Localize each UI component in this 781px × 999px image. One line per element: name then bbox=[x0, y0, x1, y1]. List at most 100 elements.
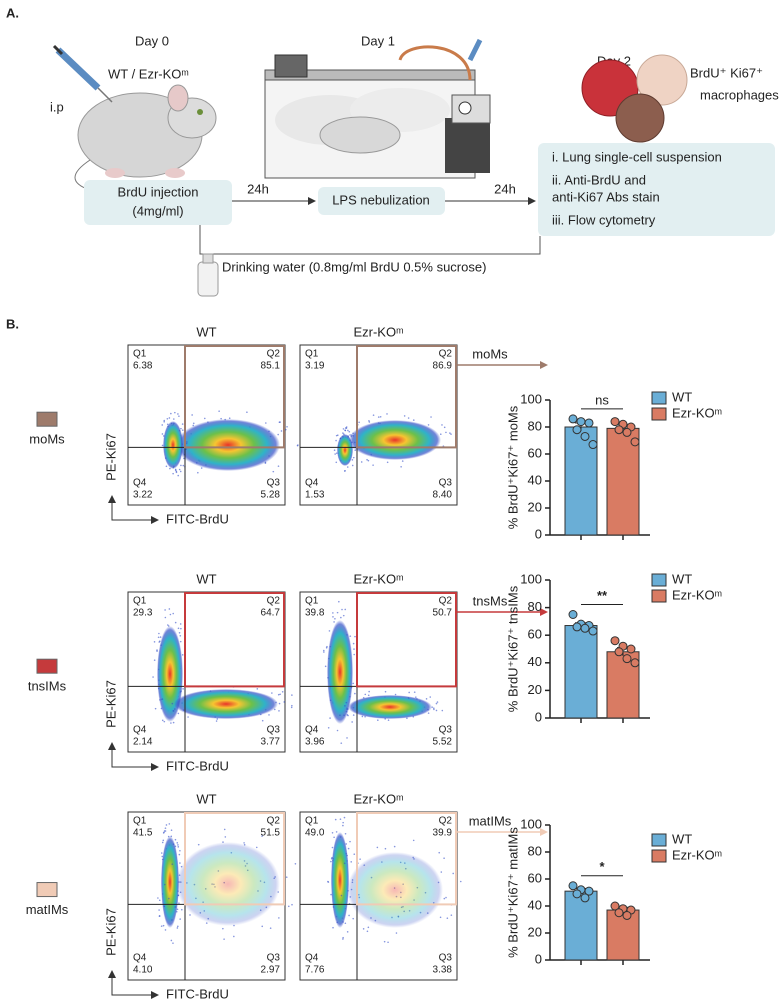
event-dot bbox=[177, 474, 180, 477]
quadrant-name: Q3 bbox=[267, 953, 281, 964]
quadrant-value: 4.10 bbox=[133, 965, 153, 976]
event-dot bbox=[283, 701, 286, 703]
quadrant-name: Q1 bbox=[133, 816, 147, 827]
data-point bbox=[614, 908, 624, 918]
event-dot bbox=[286, 425, 288, 428]
y-axis-label: % BrdU⁺Ki67⁺ tnsIMs bbox=[505, 585, 520, 712]
chamber-illustration bbox=[264, 38, 491, 179]
y-tick-label: 100 bbox=[520, 571, 542, 586]
event-dot bbox=[354, 692, 356, 695]
data-point bbox=[614, 647, 624, 657]
event-dot bbox=[158, 915, 161, 917]
event-dot bbox=[181, 423, 184, 425]
event-dot bbox=[281, 690, 284, 693]
y-tick-label: 40 bbox=[528, 654, 542, 669]
event-dot bbox=[170, 939, 173, 942]
interval-label: 24h bbox=[494, 181, 516, 196]
event-dot bbox=[156, 650, 158, 652]
event-dot bbox=[367, 459, 370, 462]
event-dot bbox=[168, 897, 170, 900]
data-point bbox=[622, 427, 632, 437]
event-dot bbox=[291, 903, 293, 906]
quadrant-name: Q2 bbox=[439, 349, 453, 360]
event-dot bbox=[166, 624, 169, 626]
data-point bbox=[572, 425, 582, 435]
event-dot bbox=[352, 682, 355, 685]
event-dot bbox=[334, 453, 336, 455]
event-dot bbox=[340, 894, 343, 897]
axis-arrow bbox=[111, 503, 159, 524]
quadrant-name: Q4 bbox=[133, 478, 147, 489]
gate-arrowhead bbox=[540, 608, 548, 616]
panel-letter: B. bbox=[6, 316, 19, 331]
data-point bbox=[610, 636, 620, 646]
event-dot bbox=[285, 876, 288, 878]
legend-swatch bbox=[651, 833, 667, 847]
event-dot bbox=[459, 880, 462, 883]
cells-illustration bbox=[581, 54, 688, 143]
event-dot bbox=[158, 632, 160, 635]
quadrant-name: Q4 bbox=[133, 725, 147, 736]
population-label: tnsIMs bbox=[28, 679, 67, 694]
event-dot bbox=[165, 824, 168, 826]
y-tick-label: 100 bbox=[520, 816, 542, 831]
event-dot bbox=[333, 621, 335, 623]
event-dot bbox=[174, 906, 177, 908]
y-tick-label: 60 bbox=[528, 627, 542, 642]
population-swatch bbox=[36, 411, 58, 427]
event-dot bbox=[171, 863, 174, 866]
event-dot bbox=[203, 417, 206, 420]
event-dot bbox=[278, 710, 280, 712]
day-label: Day 1 bbox=[361, 33, 395, 48]
data-point bbox=[610, 417, 620, 427]
event-dot bbox=[401, 460, 404, 462]
quadrant-name: Q3 bbox=[439, 725, 453, 736]
event-dot bbox=[323, 651, 325, 653]
quadrant-name: Q2 bbox=[267, 596, 281, 607]
axis-arrowhead bbox=[108, 742, 116, 750]
legend-label: Ezr-KOᵐ bbox=[672, 405, 722, 420]
event-dot bbox=[358, 421, 360, 424]
population-label: matIMs bbox=[26, 902, 69, 917]
data-point bbox=[588, 626, 598, 636]
nebulization-box bbox=[318, 187, 445, 215]
event-dot bbox=[346, 931, 349, 933]
event-dot bbox=[433, 707, 435, 709]
density bbox=[347, 852, 443, 928]
event-dot bbox=[329, 717, 331, 719]
event-dot bbox=[165, 465, 168, 468]
event-dot bbox=[181, 654, 184, 656]
event-dot bbox=[280, 430, 283, 432]
event-dot bbox=[224, 836, 227, 838]
data-point bbox=[568, 610, 578, 619]
event-dot bbox=[179, 623, 182, 625]
event-dot bbox=[186, 441, 188, 443]
quadrant-value: 39.9 bbox=[433, 828, 453, 839]
quadrant-value: 3.19 bbox=[305, 361, 325, 372]
quadrant-value: 85.1 bbox=[261, 361, 281, 372]
event-dot bbox=[352, 917, 354, 920]
event-dot bbox=[290, 706, 293, 709]
gate bbox=[356, 592, 457, 688]
quadrant-value: 5.28 bbox=[261, 490, 281, 501]
gate-arrow-label: moMs bbox=[472, 346, 508, 361]
event-dot bbox=[346, 466, 349, 468]
event-dot bbox=[344, 608, 347, 611]
legend-label: WT bbox=[672, 831, 692, 846]
event-dot bbox=[174, 411, 176, 414]
significance-label: ns bbox=[595, 392, 609, 407]
event-dot bbox=[350, 434, 353, 436]
event-dot bbox=[187, 716, 189, 718]
step-label: i. Lung single-cell suspension bbox=[552, 149, 722, 164]
event-dot bbox=[178, 415, 180, 417]
density-cloud bbox=[161, 410, 299, 477]
event-dot bbox=[340, 616, 342, 619]
event-dot bbox=[246, 411, 248, 414]
event-dot bbox=[335, 439, 337, 442]
plot-title: WT bbox=[196, 571, 216, 586]
event-dot bbox=[450, 914, 453, 916]
mouse-label: WT / Ezr-KOᵐ bbox=[108, 66, 189, 81]
event-dot bbox=[330, 860, 332, 863]
y-tick-label: 20 bbox=[528, 499, 542, 514]
event-dot bbox=[351, 721, 353, 723]
